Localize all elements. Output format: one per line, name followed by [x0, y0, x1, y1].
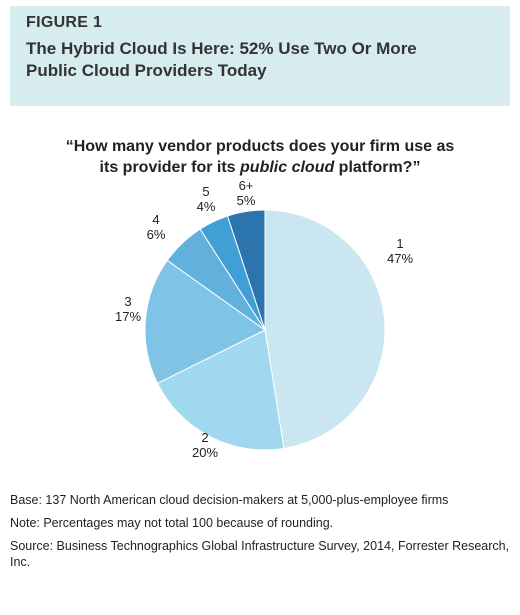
slice-category-label: 4 [152, 212, 159, 227]
slice-value-label: 17% [115, 309, 141, 324]
slice-value-label: 6% [147, 227, 166, 242]
rounding-note: Note: Percentages may not total 100 beca… [10, 516, 334, 530]
slice-category-label: 2 [201, 430, 208, 445]
slice-category-label: 1 [396, 236, 403, 251]
question-line2-italic: public cloud [240, 159, 335, 176]
chart-notes: Base: 137 North American cloud decision-… [10, 492, 510, 577]
slice-category-label: 5 [202, 184, 209, 199]
slice-value-label: 4% [197, 199, 216, 214]
question-line2: its provider for its public cloud platfo… [20, 157, 500, 178]
base-note: Base: 137 North American cloud decision-… [10, 493, 449, 507]
pie-chart: 147% 220% 317% 46% 54% 6+5% [115, 178, 413, 460]
pie-slice-6plus [226, 209, 266, 331]
pie-slice-2 [156, 329, 285, 451]
figure-label: FIGURE 1 [26, 14, 103, 31]
slice-value-label: 20% [192, 445, 218, 460]
figure-title-line1: The Hybrid Cloud Is Here: 52% Use Two Or… [26, 39, 417, 58]
slice-value-label: 5% [237, 193, 256, 208]
source-note: Source: Business Technographics Global I… [10, 539, 510, 569]
slice-category-label: 6+ [239, 178, 254, 193]
slice-category-label: 3 [124, 294, 131, 309]
chart-question: “How many vendor products does your firm… [20, 136, 500, 178]
pie-slice-1 [264, 209, 386, 450]
question-line1: “How many vendor products does your firm… [65, 138, 455, 155]
question-line2-after: platform?” [334, 159, 421, 176]
slice-value-label: 47% [387, 251, 413, 266]
figure-header: FIGURE 1 The Hybrid Cloud Is Here: 52% U… [10, 6, 510, 106]
question-line2-before: its provider for its [99, 159, 241, 176]
pie-slice-3 [144, 259, 266, 384]
figure-title: The Hybrid Cloud Is Here: 52% Use Two Or… [26, 38, 494, 82]
figure-title-line2: Public Cloud Providers Today [26, 61, 267, 80]
